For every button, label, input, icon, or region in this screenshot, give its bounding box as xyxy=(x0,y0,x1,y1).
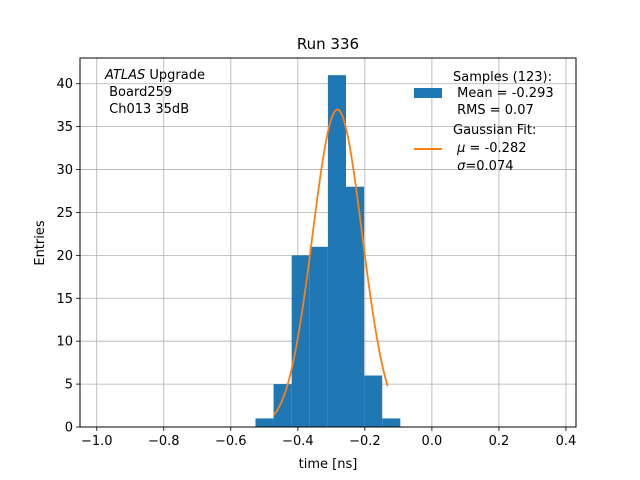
gaussian-fit-layer xyxy=(272,108,389,416)
legend-fit-line-1: Gaussian Fit: xyxy=(453,123,536,138)
x-tick-label: −0.6 xyxy=(215,434,247,449)
histogram-bar xyxy=(345,186,365,427)
legend-samples-line-2: Mean = -0.293 xyxy=(453,86,554,101)
legend-samples-line-1: Samples (123): xyxy=(453,70,552,85)
x-tick-label: 0.4 xyxy=(556,434,577,449)
x-axis-label: time [ns] xyxy=(299,457,358,472)
chart-title: Run 336 xyxy=(297,35,359,53)
legend-fit-mu-value: = -0.282 xyxy=(465,141,526,156)
legend-fit-line-3: σ=0.074 xyxy=(453,159,514,174)
annotation-upgrade: Upgrade xyxy=(145,68,205,83)
x-tick-label: −0.2 xyxy=(349,434,381,449)
y-tick-label: 5 xyxy=(65,378,73,393)
legend-fit-mu-symbol: μ xyxy=(456,141,465,156)
histogram-bar xyxy=(291,255,310,427)
histogram-bar xyxy=(255,418,274,427)
y-tick-label: 35 xyxy=(56,120,73,135)
legend-fit-sigma-symbol: σ xyxy=(457,159,466,174)
y-tick-label: 10 xyxy=(56,335,73,350)
legend-fit-line-2: μ = -0.282 xyxy=(453,141,527,156)
histogram-bar xyxy=(309,246,328,427)
plot-frame xyxy=(79,57,577,428)
histogram-bar xyxy=(382,418,401,427)
legend: Samples (123): Mean = -0.293 RMS = 0.07 … xyxy=(414,70,554,174)
annotation-atlas: ATLAS xyxy=(104,68,145,83)
gaussian-fit-curve xyxy=(272,108,389,416)
annotation-line-2: Board259 xyxy=(105,85,172,100)
histogram-bar xyxy=(273,384,292,427)
y-tick-label: 30 xyxy=(56,163,73,178)
x-axis-ticks: −1.0 −0.8 −0.6 −0.4 −0.2 0.0 0.2 0.4 xyxy=(81,427,576,449)
y-axis-ticks: 0 5 10 15 20 25 30 35 40 xyxy=(56,77,80,436)
x-tick-label: 0.2 xyxy=(489,434,510,449)
y-tick-label: 15 xyxy=(56,292,73,307)
x-tick-label: −0.4 xyxy=(282,434,314,449)
y-axis-label: Entries xyxy=(33,220,48,266)
annotation-box: ATLAS Upgrade Board259 Ch013 35dB xyxy=(104,68,205,117)
x-tick-label: −0.8 xyxy=(148,434,180,449)
x-tick-label: −1.0 xyxy=(81,434,113,449)
legend-fit-sigma-value: =0.074 xyxy=(465,159,513,174)
y-tick-label: 20 xyxy=(56,249,73,264)
x-tick-label: 0.0 xyxy=(422,434,443,449)
y-tick-label: 25 xyxy=(56,206,73,221)
annotation-line-3: Ch013 35dB xyxy=(105,102,189,117)
legend-samples-line-3: RMS = 0.07 xyxy=(453,103,534,118)
histogram-bar xyxy=(364,375,383,427)
legend-swatch-samples xyxy=(414,88,442,98)
histogram-bar xyxy=(327,75,346,428)
histogram-bars xyxy=(255,75,401,428)
y-tick-label: 0 xyxy=(65,421,73,436)
y-tick-label: 40 xyxy=(56,77,73,92)
annotation-line-1: ATLAS Upgrade xyxy=(104,68,205,83)
